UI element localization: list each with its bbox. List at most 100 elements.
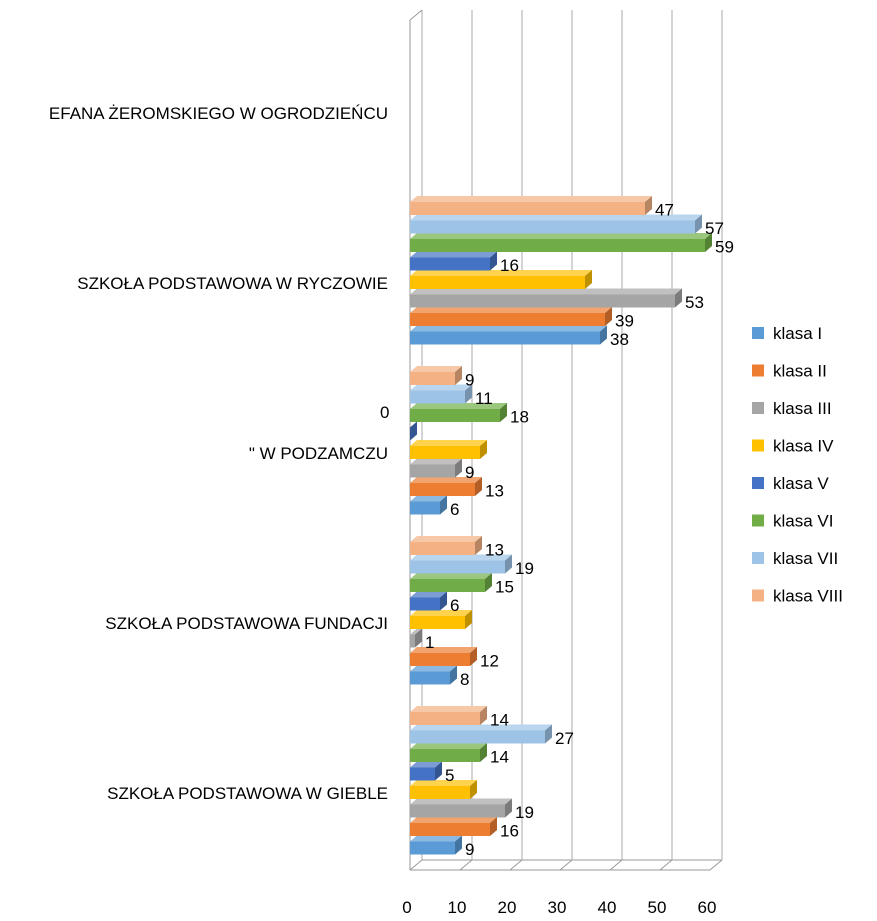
bar-side	[500, 403, 507, 422]
data-label: 0	[380, 403, 389, 422]
bar	[410, 325, 607, 345]
bar-front	[410, 446, 480, 459]
bar-front	[410, 730, 545, 744]
data-label: 57	[705, 219, 724, 238]
left-wall-top	[409, 9, 423, 21]
bar	[410, 440, 487, 459]
data-label: 16	[500, 256, 519, 275]
data-label: 8	[460, 670, 469, 689]
data-label: 53	[685, 293, 704, 312]
bar-top	[410, 761, 442, 768]
bar-top	[410, 554, 512, 561]
bar-front	[410, 294, 675, 308]
data-label: 6	[450, 596, 459, 615]
bar	[410, 495, 447, 515]
bar-front	[410, 579, 485, 592]
x-tick-label: 50	[648, 898, 667, 917]
bar-side	[485, 573, 492, 592]
legend-label: klasa III	[773, 399, 832, 418]
bar-front	[410, 653, 470, 666]
bar	[410, 761, 442, 781]
bar-side	[545, 724, 552, 744]
bar-front	[410, 597, 440, 611]
bar-side	[440, 591, 447, 611]
bar-top	[410, 743, 487, 749]
bar-top	[410, 477, 482, 483]
legend-label: klasa VII	[773, 549, 838, 568]
y-tick-label: SZKOŁA PODSTAWOWA W GIEBLE	[107, 784, 388, 803]
bar-front	[410, 804, 505, 818]
bar-side	[480, 743, 487, 762]
bar-side	[435, 761, 442, 781]
data-label: 12	[480, 652, 499, 671]
floor-tick	[609, 859, 623, 871]
bar	[410, 706, 487, 725]
floor-tick	[459, 859, 473, 871]
bar-top	[410, 288, 682, 295]
legend-swatch	[752, 439, 764, 452]
bar-side	[465, 384, 472, 404]
bar-side	[705, 233, 712, 252]
data-label: 13	[485, 541, 504, 560]
bar-top	[410, 706, 487, 712]
legend-swatch	[752, 402, 764, 414]
bar	[410, 233, 712, 252]
bar	[410, 458, 462, 478]
bar-front	[410, 483, 475, 496]
bar-side	[455, 366, 462, 385]
bar-front	[410, 634, 415, 648]
bar	[410, 724, 552, 744]
bar-side	[470, 780, 477, 799]
data-label: 14	[490, 748, 509, 767]
bar-front	[410, 220, 695, 234]
bar-side	[505, 554, 512, 574]
bar-side	[600, 325, 607, 345]
legend-label: klasa IV	[773, 437, 834, 456]
y-tick-label: SZKOŁA PODSTAWOWA W RYCZOWIE	[77, 274, 388, 293]
bar-top	[410, 536, 482, 542]
bar-top	[410, 610, 472, 616]
x-tick-label: 0	[402, 898, 411, 917]
bar	[410, 536, 482, 555]
bar-side	[410, 421, 417, 441]
bar-front	[410, 390, 465, 404]
bar	[410, 366, 462, 385]
data-label: 9	[465, 463, 474, 482]
bar-front	[410, 409, 500, 422]
floor-tick	[409, 859, 423, 871]
bar-top	[410, 440, 487, 446]
bar-front	[410, 331, 600, 345]
bar-front	[410, 313, 605, 326]
bar-front	[410, 276, 585, 289]
bar-front	[410, 257, 490, 271]
bar	[410, 384, 472, 404]
data-label: 19	[515, 559, 534, 578]
bar	[410, 421, 417, 441]
bar-top	[410, 325, 607, 332]
bar-top	[410, 647, 477, 653]
bar-front	[410, 372, 455, 385]
bar-front	[410, 560, 505, 574]
bar	[410, 743, 487, 762]
bar-front	[410, 841, 455, 855]
x-tick-label: 20	[498, 898, 517, 917]
legend-label: klasa VI	[773, 512, 833, 531]
bar	[410, 403, 507, 422]
bar-top	[410, 196, 652, 202]
bar	[410, 610, 472, 629]
bar-top	[410, 307, 612, 313]
bar	[410, 591, 447, 611]
bar-side	[470, 647, 477, 666]
bar-top	[410, 495, 447, 502]
bar-side	[415, 628, 422, 648]
bar-side	[455, 835, 462, 855]
data-label: 11	[475, 389, 493, 408]
bar-top	[410, 798, 512, 805]
legend-label: klasa I	[773, 324, 822, 343]
legend-swatch	[752, 589, 764, 602]
x-tick-label: 60	[698, 898, 717, 917]
bar-top	[410, 817, 497, 823]
bar	[410, 251, 497, 271]
floor-tick	[659, 859, 673, 871]
